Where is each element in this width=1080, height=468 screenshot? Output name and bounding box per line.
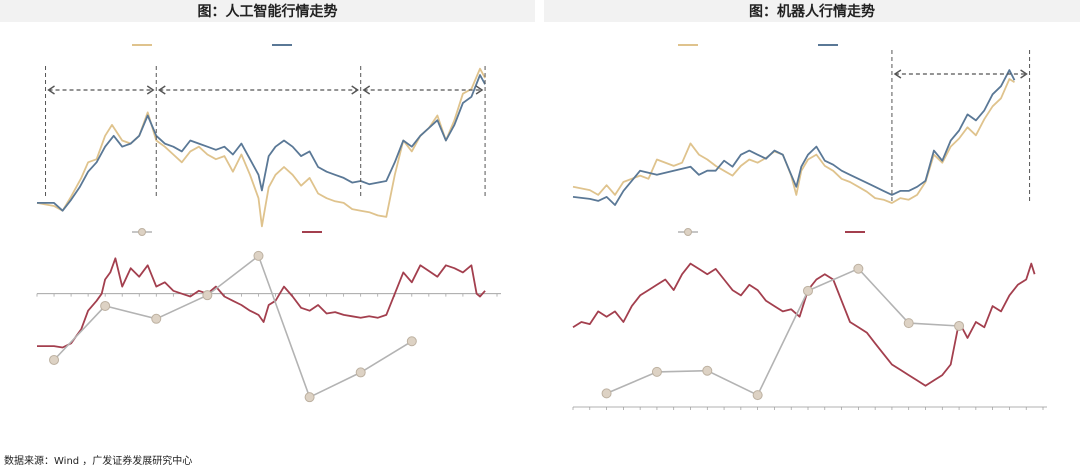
profit-growth-line <box>53 254 413 399</box>
pettm-line <box>37 257 486 349</box>
profit-growth-point <box>803 285 813 296</box>
profit-growth-point <box>202 290 213 301</box>
chart-title-ai: 图：人工智能行情走势 <box>0 0 535 22</box>
profit-growth-point <box>702 365 713 376</box>
profit-growth-point <box>304 392 315 403</box>
arrow-head-right <box>146 85 155 95</box>
data-source: 数据来源：Wind ，广发证券发展研究中心 <box>4 456 193 467</box>
profit-growth-line <box>606 267 960 397</box>
chart-title-robot: 图：机器人行情走势 <box>544 0 1080 22</box>
profit-growth-point <box>954 320 965 331</box>
profit-growth-point <box>100 300 111 311</box>
profit-growth-point <box>49 354 60 365</box>
profit-growth-point <box>253 250 264 261</box>
series-line-relative <box>37 74 486 212</box>
profit-growth-point <box>651 366 662 377</box>
series-line-index <box>572 78 1015 204</box>
arrow-head-right <box>351 85 359 95</box>
profit-growth-point <box>151 313 162 324</box>
series-line-index <box>36 67 486 228</box>
profit-growth-point <box>601 388 612 399</box>
legend-marker <box>684 228 692 236</box>
profit-growth-point <box>406 336 417 347</box>
arrow-head-left <box>893 69 902 79</box>
pettm-line <box>572 262 1036 387</box>
profit-growth-point <box>752 390 763 401</box>
arrow-head-right <box>475 85 484 95</box>
arrow-head-left <box>362 85 371 95</box>
arrow-head-left <box>47 85 55 95</box>
legend-marker <box>138 228 146 236</box>
profit-growth-point <box>853 263 864 274</box>
arrow-head-right <box>1020 69 1028 79</box>
profit-growth-point <box>903 318 914 329</box>
profit-growth-point <box>355 367 366 378</box>
series-line-relative <box>572 69 1016 206</box>
arrow-head-left <box>157 85 166 95</box>
